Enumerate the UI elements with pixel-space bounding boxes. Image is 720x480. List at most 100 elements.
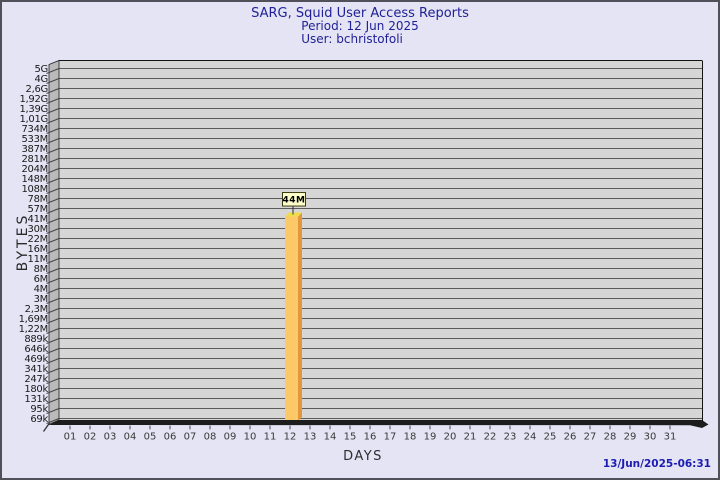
x-tick-label: 25 <box>544 432 557 443</box>
wall-tick <box>46 348 60 354</box>
wall-tick <box>46 128 60 134</box>
y-tick-label: 11M <box>28 254 48 265</box>
y-tick-label: 734M <box>21 124 48 135</box>
x-axis-floor <box>42 420 709 432</box>
y-tick-label: 247k <box>24 374 48 385</box>
y-tick-label: 22M <box>28 234 48 245</box>
report-header: SARG, Squid User Access Reports Period: … <box>2 7 718 47</box>
x-tick-label: 12 <box>284 432 297 443</box>
x-tick-label: 24 <box>524 432 537 443</box>
floor-left-leg <box>42 422 51 432</box>
left-wall <box>46 59 60 426</box>
y-tick-label: 1,39G <box>19 104 48 115</box>
x-tick-label: 06 <box>164 432 177 443</box>
generation-timestamp: 13/Jun/2025-06:31 <box>602 458 711 470</box>
wall-tick <box>46 208 60 214</box>
wall-tick <box>46 188 60 194</box>
y-axis-title: BYTES <box>15 213 31 272</box>
bar-value-annotation <box>282 192 306 207</box>
x-tick-label: 08 <box>204 432 217 443</box>
left-wall-face <box>48 59 60 426</box>
y-tick-label: 95k <box>30 404 48 415</box>
wall-tick <box>46 88 60 94</box>
x-tick-label: 20 <box>444 432 457 443</box>
x-tick-label: 03 <box>104 432 117 443</box>
wall-tick <box>46 418 60 424</box>
y-tick-label: 1,22M <box>19 324 48 335</box>
y-tick-label: 8M <box>34 264 48 275</box>
x-tick-label: 04 <box>124 432 137 443</box>
bar-side <box>298 212 302 421</box>
wall-tick <box>46 148 60 154</box>
plot-frame <box>59 60 703 421</box>
x-tick-label: 09 <box>224 432 237 443</box>
wall-tick <box>46 198 60 204</box>
y-tick-label: 30M <box>28 224 48 235</box>
wall-tick <box>46 118 60 124</box>
y-tick-label: 180k <box>24 384 48 395</box>
wall-tick <box>46 378 60 384</box>
x-tick-label: 14 <box>324 432 337 443</box>
wall-tick <box>46 358 60 364</box>
y-tick-label: 16M <box>28 244 48 255</box>
wall-tick <box>46 238 60 244</box>
wall-tick <box>46 158 60 164</box>
wall-tick <box>46 338 60 344</box>
y-tick-label: 1,01G <box>19 114 48 125</box>
y-tick-label: 889k <box>24 334 48 345</box>
y-tick-label: 4M <box>34 284 48 295</box>
report-period: Period: 12 Jun 2025 <box>301 19 419 33</box>
y-tick-label: 69k <box>30 414 48 425</box>
x-tick-label: 26 <box>564 432 577 443</box>
report-user: User: bchristofoli <box>301 31 403 46</box>
y-tick-label: 4G <box>34 74 48 85</box>
x-tick-label: 29 <box>624 432 637 443</box>
wall-tick <box>46 298 60 304</box>
y-tick-label: 1,69M <box>19 314 48 325</box>
x-tick-label: 28 <box>604 432 617 443</box>
wall-tick <box>46 288 60 294</box>
x-axis: 01 02 03 04 05 06 07 08 09 10 11 12 13 14 15 16 17 18 19 20… <box>64 425 677 443</box>
report-subtitle-block: Period: 12 Jun 2025 User: bchristofoli <box>301 20 418 45</box>
y-tick-label: 387M <box>21 144 48 155</box>
wall-tick <box>46 408 60 414</box>
wall-tick <box>46 328 60 334</box>
wall-tick <box>46 218 60 224</box>
y-tick-label: 78M <box>28 194 48 205</box>
gridlines <box>59 68 702 419</box>
plot-area <box>59 60 702 420</box>
y-tick-label: 108M <box>21 184 48 195</box>
x-tick-label: 10 <box>244 432 257 443</box>
x-tick-label: 31 <box>664 432 677 443</box>
wall-tick <box>46 228 60 234</box>
x-tick-label: 22 <box>484 432 497 443</box>
report-title: SARG, Squid User Access Reports <box>251 6 469 21</box>
bars: 44M <box>282 192 306 421</box>
y-tick-label: 3M <box>34 294 48 305</box>
wall-tick <box>46 398 60 404</box>
x-tick-label: 16 <box>364 432 377 443</box>
wall-tick <box>46 168 60 174</box>
wall-tick <box>46 388 60 394</box>
x-tick-label: 11 <box>264 432 277 443</box>
x-tick-label: 01 <box>64 432 77 443</box>
y-tick-label: 2,3M <box>25 304 48 315</box>
y-tick-label: 646k <box>24 344 48 355</box>
wall-tick <box>46 108 60 114</box>
y-tick-label: 2,6G <box>26 84 48 95</box>
floor-face <box>49 420 709 428</box>
x-tick-label: 30 <box>644 432 657 443</box>
wall-tick <box>46 68 60 74</box>
y-tick-label: 204M <box>21 164 48 175</box>
wall-tick <box>46 278 60 284</box>
y-tick-label: 533M <box>21 134 48 145</box>
wall-tick <box>46 248 60 254</box>
y-tick-label: 469k <box>24 354 48 365</box>
wall-tick <box>46 268 60 274</box>
wall-tick <box>46 318 60 324</box>
wall-tick <box>46 138 60 144</box>
wall-tick <box>46 98 60 104</box>
y-tick-label: 341k <box>24 364 48 375</box>
